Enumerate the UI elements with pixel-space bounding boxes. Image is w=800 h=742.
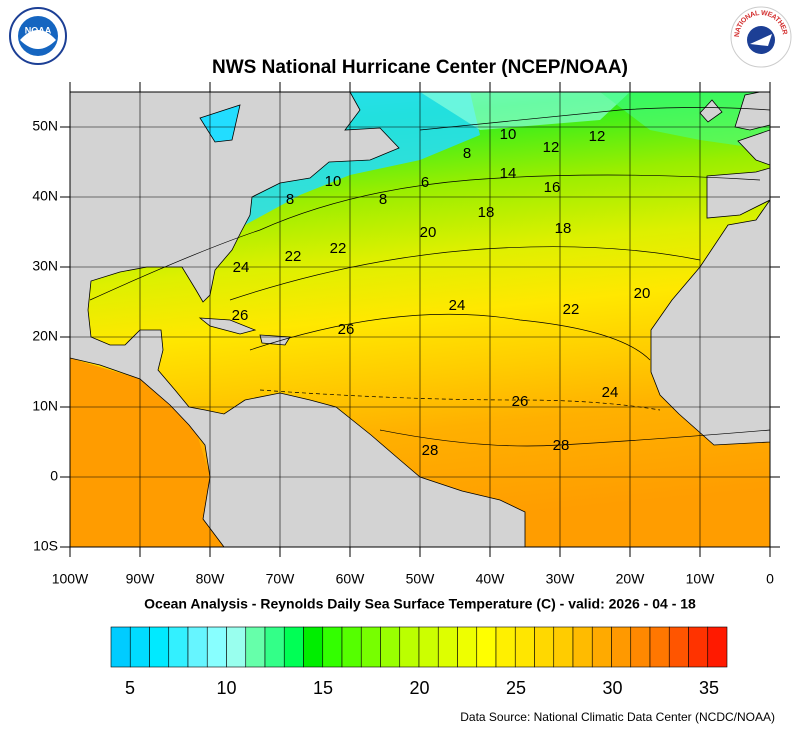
contour-label: 8 bbox=[286, 191, 294, 208]
contour-label: 24 bbox=[602, 384, 619, 401]
lon-label: 90W bbox=[126, 571, 156, 587]
contour-label: 14 bbox=[500, 165, 517, 182]
colorbar-box bbox=[534, 626, 555, 668]
colorbar-box bbox=[226, 626, 247, 668]
colorbar-box bbox=[399, 626, 420, 668]
colorbar-label: 5 bbox=[125, 678, 135, 698]
colorbar-box bbox=[572, 626, 593, 668]
contour-label: 22 bbox=[285, 248, 302, 265]
lon-label: 50W bbox=[406, 571, 436, 587]
contour-label: 20 bbox=[634, 285, 651, 302]
colorbar-box bbox=[168, 626, 189, 668]
colorbar-box bbox=[630, 626, 651, 668]
svg-text:NATIONAL WEATHER SERVICE: NATIONAL WEATHER SERVICE bbox=[0, 0, 788, 37]
lon-label: 100W bbox=[52, 571, 89, 587]
colorbar-label: 25 bbox=[506, 678, 526, 698]
colorbar-box bbox=[322, 626, 343, 668]
colorbar-box bbox=[341, 626, 362, 668]
lon-label: 10W bbox=[686, 571, 716, 587]
colorbar-box bbox=[360, 626, 381, 668]
lon-label: 20W bbox=[616, 571, 646, 587]
title: NWS National Hurricane Center (NCEP/NOAA… bbox=[212, 57, 628, 78]
colorbar-box bbox=[187, 626, 208, 668]
lat-label: 40N bbox=[32, 188, 58, 204]
contour-label: 8 bbox=[463, 145, 471, 162]
contour-label: 26 bbox=[232, 307, 249, 324]
noaa-logo: NOAA bbox=[9, 7, 67, 65]
caption: Ocean Analysis - Reynolds Daily Sea Surf… bbox=[144, 596, 696, 612]
contour-label: 12 bbox=[589, 128, 606, 145]
colorbar-box bbox=[129, 626, 150, 668]
colorbar-label: 20 bbox=[409, 678, 429, 698]
colorbar-box bbox=[380, 626, 401, 668]
lat-label: 20N bbox=[32, 328, 58, 344]
lat-label: 10S bbox=[33, 538, 58, 554]
contour-label: 10 bbox=[325, 173, 342, 190]
colorbar-box bbox=[206, 626, 227, 668]
data-source: Data Source: National Climatic Data Cent… bbox=[460, 710, 775, 724]
colorbar-box bbox=[418, 626, 439, 668]
colorbar-box bbox=[245, 626, 266, 668]
nws-text: NATIONAL WEATHER SERVICE bbox=[0, 0, 788, 37]
colorbar-label: 30 bbox=[602, 678, 622, 698]
contour-label: 24 bbox=[449, 297, 466, 314]
lon-label: 40W bbox=[476, 571, 506, 587]
colorbar-box bbox=[707, 626, 728, 668]
colorbar-box bbox=[688, 626, 709, 668]
lon-label: 60W bbox=[336, 571, 366, 587]
colorbar-box bbox=[110, 626, 131, 668]
colorbar-label: 10 bbox=[216, 678, 236, 698]
colorbar-box bbox=[476, 626, 497, 668]
colorbar-box bbox=[611, 626, 632, 668]
contour-label: 18 bbox=[555, 220, 572, 237]
colorbar-box bbox=[303, 626, 324, 668]
contour-label: 22 bbox=[330, 240, 347, 257]
contour-label: 20 bbox=[420, 224, 437, 241]
contour-label: 28 bbox=[553, 437, 570, 454]
colorbar-box bbox=[668, 626, 689, 668]
colorbar-box bbox=[553, 626, 574, 668]
contour-label: 26 bbox=[512, 393, 529, 410]
colorbar-box bbox=[495, 626, 516, 668]
map bbox=[70, 92, 770, 547]
lon-label: 30W bbox=[546, 571, 576, 587]
colorbar-box bbox=[591, 626, 612, 668]
contour-label: 22 bbox=[563, 301, 580, 318]
lon-label: 70W bbox=[266, 571, 296, 587]
colorbar-box bbox=[649, 626, 670, 668]
colorbar-box bbox=[283, 626, 304, 668]
contour-label: 24 bbox=[233, 259, 250, 276]
contour-label: 10 bbox=[500, 126, 517, 143]
colorbar-label: 15 bbox=[313, 678, 333, 698]
noaa-text: NOAA bbox=[25, 25, 52, 35]
contour-label: 6 bbox=[421, 174, 429, 191]
colorbar-box bbox=[437, 626, 458, 668]
contour-label: 18 bbox=[478, 204, 495, 221]
lon-label: 0 bbox=[766, 571, 774, 587]
contour-label: 8 bbox=[379, 191, 387, 208]
contour-label: 12 bbox=[543, 139, 560, 156]
contour-label: 28 bbox=[422, 442, 439, 459]
colorbar-box bbox=[514, 626, 535, 668]
lat-label: 10N bbox=[32, 398, 58, 414]
colorbar-box bbox=[264, 626, 285, 668]
lon-label: 80W bbox=[196, 571, 226, 587]
contour-label: 16 bbox=[544, 179, 561, 196]
colorbar-box bbox=[149, 626, 170, 668]
colorbar-label: 35 bbox=[699, 678, 719, 698]
colorbar-box bbox=[457, 626, 478, 668]
lat-label: 30N bbox=[32, 258, 58, 274]
lat-label: 50N bbox=[32, 118, 58, 134]
contour-label: 26 bbox=[338, 321, 355, 338]
lat-label: 0 bbox=[50, 468, 58, 484]
